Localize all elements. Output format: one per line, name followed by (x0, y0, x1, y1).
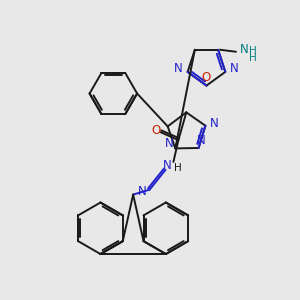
Text: N: N (197, 134, 206, 147)
Text: N: N (239, 43, 248, 56)
Text: N: N (165, 137, 174, 150)
Text: N: N (174, 62, 183, 75)
Text: N: N (163, 159, 172, 172)
Text: O: O (202, 71, 211, 84)
Text: N: N (230, 62, 239, 75)
Text: H: H (173, 163, 181, 173)
Text: O: O (151, 124, 160, 137)
Text: N: N (210, 117, 219, 130)
Text: H: H (249, 53, 257, 63)
Text: H: H (249, 46, 257, 56)
Text: N: N (138, 185, 147, 198)
